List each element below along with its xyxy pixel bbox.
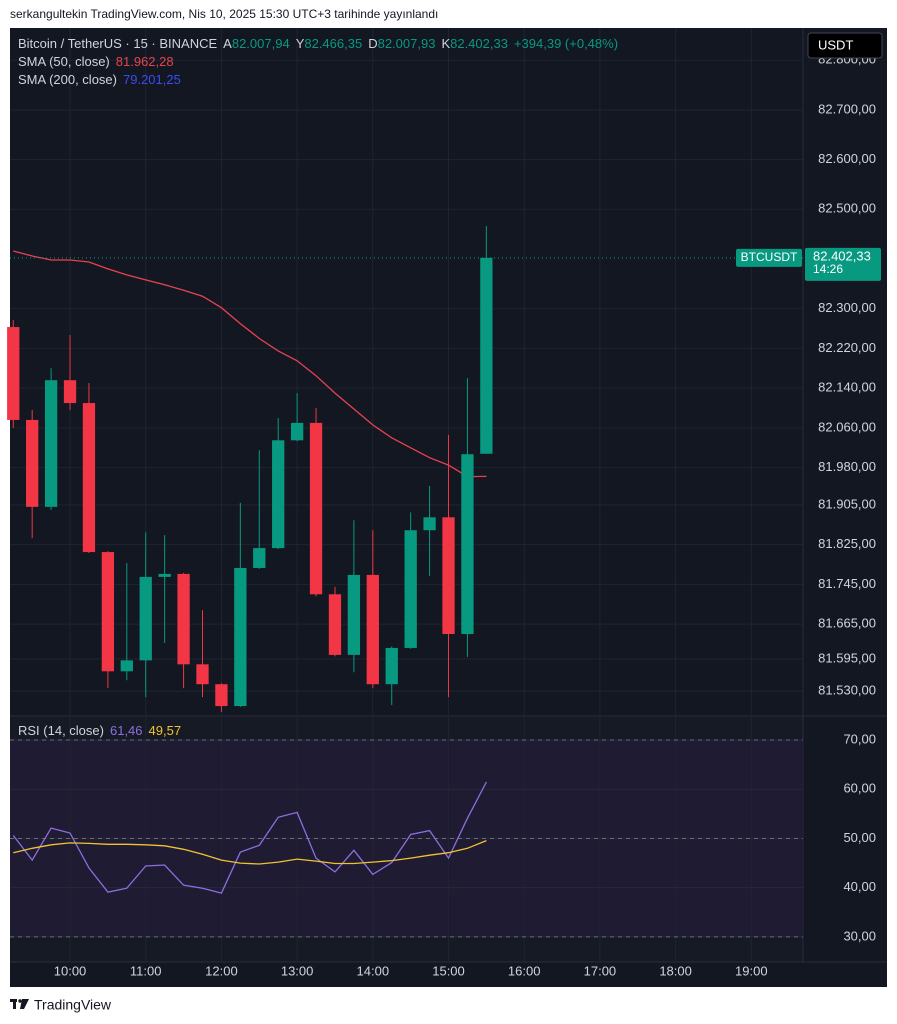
y-tick-label: 81.825,00	[818, 536, 876, 551]
candle-body	[139, 576, 152, 661]
candle-body	[196, 664, 209, 685]
price-tag	[805, 247, 881, 281]
legend-title: Bitcoin / TetherUS · 15 · BINANCE	[18, 36, 217, 51]
rsi-line	[13, 839, 487, 865]
candle-body	[309, 422, 323, 595]
currency-button[interactable]	[807, 32, 883, 59]
y-tick-label: 40,00	[843, 879, 876, 894]
candle-body	[442, 517, 455, 635]
candle-body	[63, 380, 77, 404]
ohlc-key: K	[441, 36, 450, 51]
candle-body	[272, 440, 285, 549]
currency-label: USDT	[818, 37, 853, 52]
x-tick-label: 16:00	[508, 963, 541, 978]
y-tick-label: 81.980,00	[818, 459, 876, 474]
y-tick-label: 82.700,00	[818, 101, 876, 116]
price-label: 82.402,33	[813, 248, 871, 263]
rsi-title: RSI (14, close)	[18, 723, 104, 738]
y-tick-label: 50,00	[843, 830, 876, 845]
candle-body	[404, 530, 417, 648]
y-tick-label: 81.530,00	[818, 683, 876, 698]
rsi-line	[12, 781, 487, 894]
y-tick-label: 30,00	[843, 928, 876, 943]
indicator-legend: SMA (200, close) 79.201,25	[18, 72, 181, 87]
y-tick-label: 70,00	[843, 731, 876, 746]
x-tick-label: 17:00	[584, 963, 617, 978]
symbol-label: BTCUSDT	[741, 250, 798, 264]
ohlc-value: 82.007,93	[378, 36, 436, 51]
indicator-legend: SMA (50, close) 81.962,28	[18, 54, 174, 69]
ohlc-key: A	[223, 36, 232, 51]
x-tick-label: 14:00	[357, 963, 390, 978]
y-tick-label: 82.300,00	[818, 300, 876, 315]
candle-body	[347, 574, 361, 655]
publish-note: serkangultekin TradingView.com, Nis 10, …	[10, 7, 438, 21]
y-tick-label: 81.905,00	[818, 496, 876, 511]
candle-body	[253, 548, 266, 568]
x-tick-label: 13:00	[281, 963, 314, 978]
candle-body	[120, 660, 133, 672]
ohlc-value: 82.402,33	[450, 36, 508, 51]
candle-body	[461, 454, 474, 635]
y-tick-label: 81.745,00	[818, 576, 876, 591]
candle-body	[328, 594, 342, 655]
candle-body	[101, 552, 115, 672]
y-tick-label: 82.140,00	[818, 380, 876, 395]
candle-body	[366, 574, 379, 685]
ohlc-key: D	[368, 36, 377, 51]
candle-body	[7, 327, 20, 420]
candle-body	[234, 567, 247, 707]
tv-logo	[10, 999, 29, 1009]
candle-body	[290, 422, 304, 441]
y-tick-label: 81.665,00	[818, 616, 876, 631]
y-tick-label: 81.595,00	[818, 650, 876, 665]
rsi-legend: RSI (14, close) 61,46 49,57	[18, 723, 181, 738]
x-tick-label: 10:00	[54, 963, 87, 978]
ohlc-key: Y	[296, 36, 305, 51]
candle-body	[177, 573, 190, 665]
legend: Bitcoin / TetherUS · 15 · BINANCE A82.007…	[18, 36, 618, 51]
candle-body	[423, 517, 436, 531]
candle-body	[215, 684, 228, 707]
rsi-value: 49,57	[149, 723, 182, 738]
change: +394,39 (+0,48%)	[514, 36, 618, 51]
y-tick-label: 60,00	[843, 781, 876, 796]
sma-line	[13, 250, 487, 478]
y-tick-label: 82.500,00	[818, 201, 876, 216]
candle-body	[158, 573, 171, 577]
indicator-value: 81.962,28	[116, 54, 174, 69]
ohlc-value: 82.466,35	[304, 36, 362, 51]
x-tick-label: 19:00	[735, 963, 768, 978]
x-tick-label: 12:00	[205, 963, 238, 978]
candle-body	[26, 419, 39, 507]
indicator-value: 79.201,25	[123, 72, 181, 87]
indicator-name: SMA (200, close)	[18, 72, 117, 87]
candle-body	[82, 403, 96, 553]
candle-body	[44, 380, 58, 507]
brand: TradingView	[34, 997, 112, 1013]
y-tick-label: 82.220,00	[818, 340, 876, 355]
y-tick-label: 82.600,00	[818, 151, 876, 166]
indicator-name: SMA (50, close)	[18, 54, 110, 69]
x-tick-label: 18:00	[659, 963, 692, 978]
ohlc-value: 82.007,94	[232, 36, 290, 51]
rsi-value: 61,46	[110, 723, 143, 738]
symbol-tag	[736, 248, 802, 267]
candle-body	[480, 257, 493, 454]
x-tick-label: 15:00	[432, 963, 465, 978]
candle-body	[385, 647, 398, 685]
x-tick-label: 11:00	[130, 963, 162, 978]
countdown: 14:26	[813, 262, 843, 276]
y-tick-label: 82.060,00	[818, 419, 876, 434]
